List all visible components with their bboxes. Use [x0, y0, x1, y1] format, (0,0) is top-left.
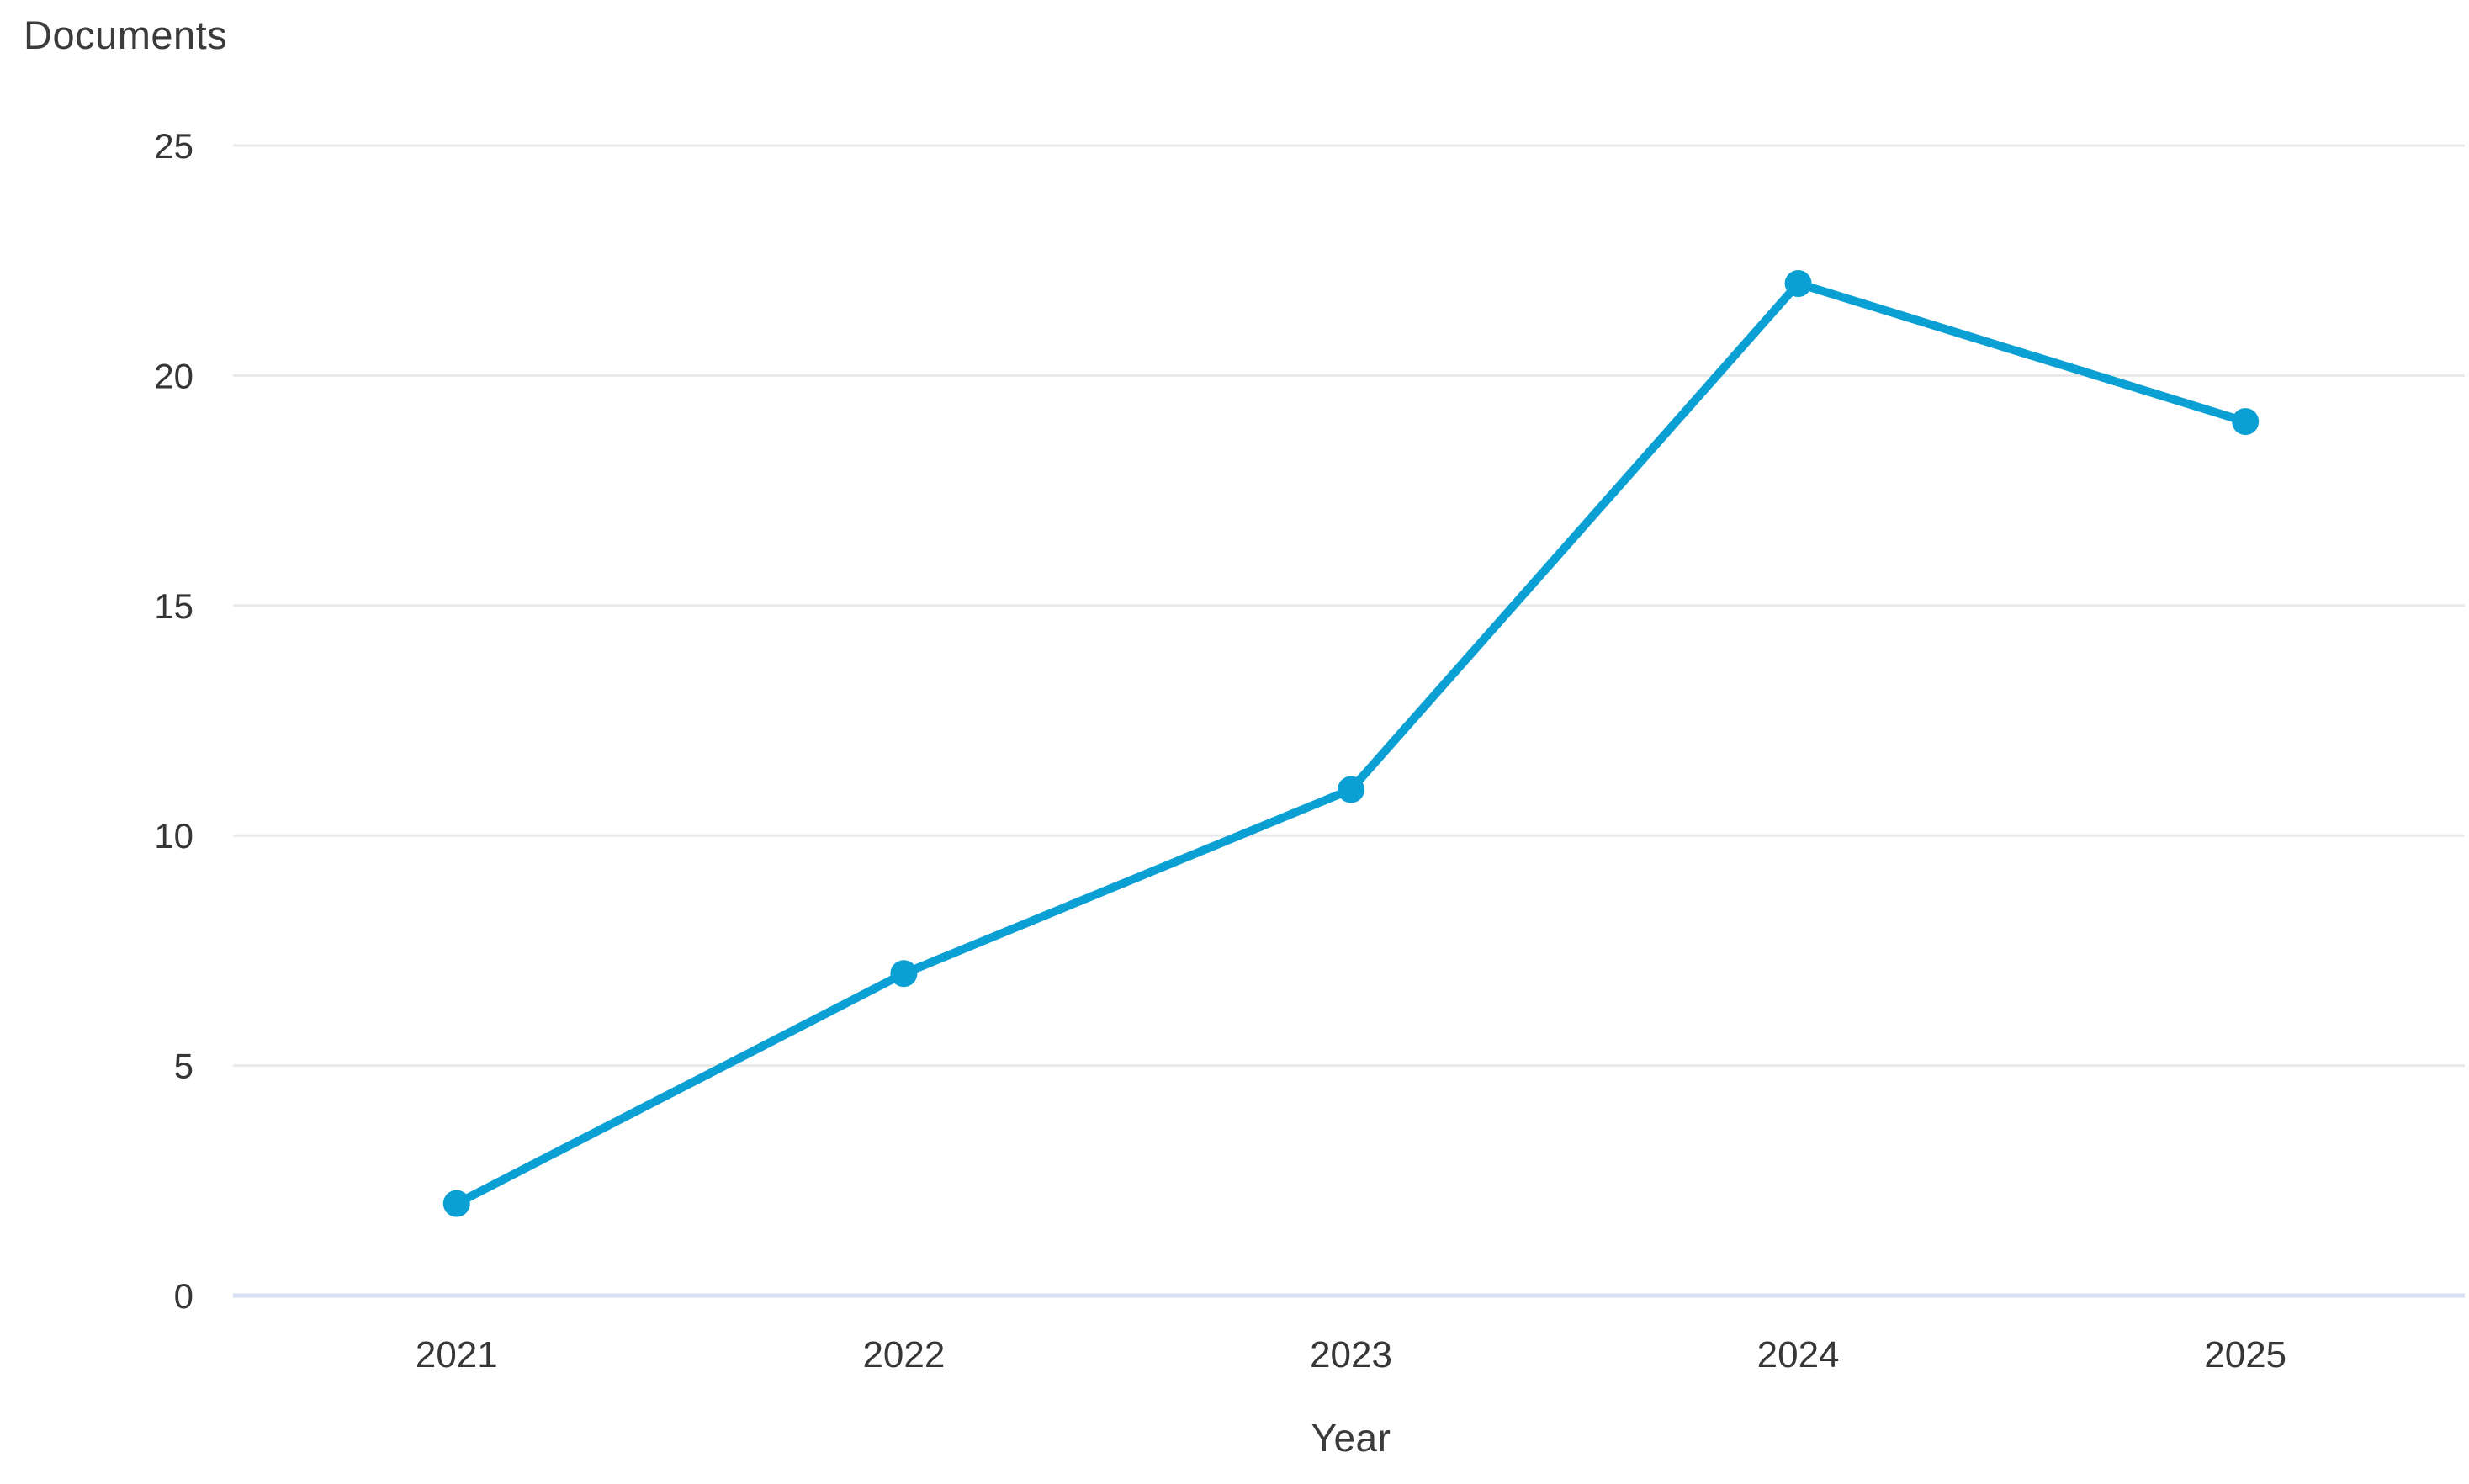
- y-tick-label: 25: [154, 126, 193, 166]
- y-tick-label: 5: [174, 1047, 193, 1086]
- x-axis-title: Year: [1311, 1416, 1391, 1460]
- x-tick-label: 2025: [2204, 1334, 2286, 1375]
- data-point[interactable]: [1784, 270, 1812, 298]
- x-tick-label: 2022: [862, 1334, 945, 1375]
- chart-title: Documents: [24, 13, 228, 57]
- x-tick-label: 2023: [1310, 1334, 1392, 1375]
- y-tick-label: 10: [154, 816, 193, 856]
- y-tick-label: 20: [154, 356, 193, 395]
- y-tick-label: 15: [154, 586, 193, 626]
- data-point[interactable]: [890, 960, 918, 988]
- x-tick-label: 2021: [416, 1334, 498, 1375]
- data-point[interactable]: [442, 1190, 470, 1217]
- x-tick-label: 2024: [1757, 1334, 1840, 1375]
- y-tick-label: 0: [174, 1276, 193, 1316]
- data-point[interactable]: [2232, 408, 2260, 436]
- data-point[interactable]: [1338, 776, 1364, 803]
